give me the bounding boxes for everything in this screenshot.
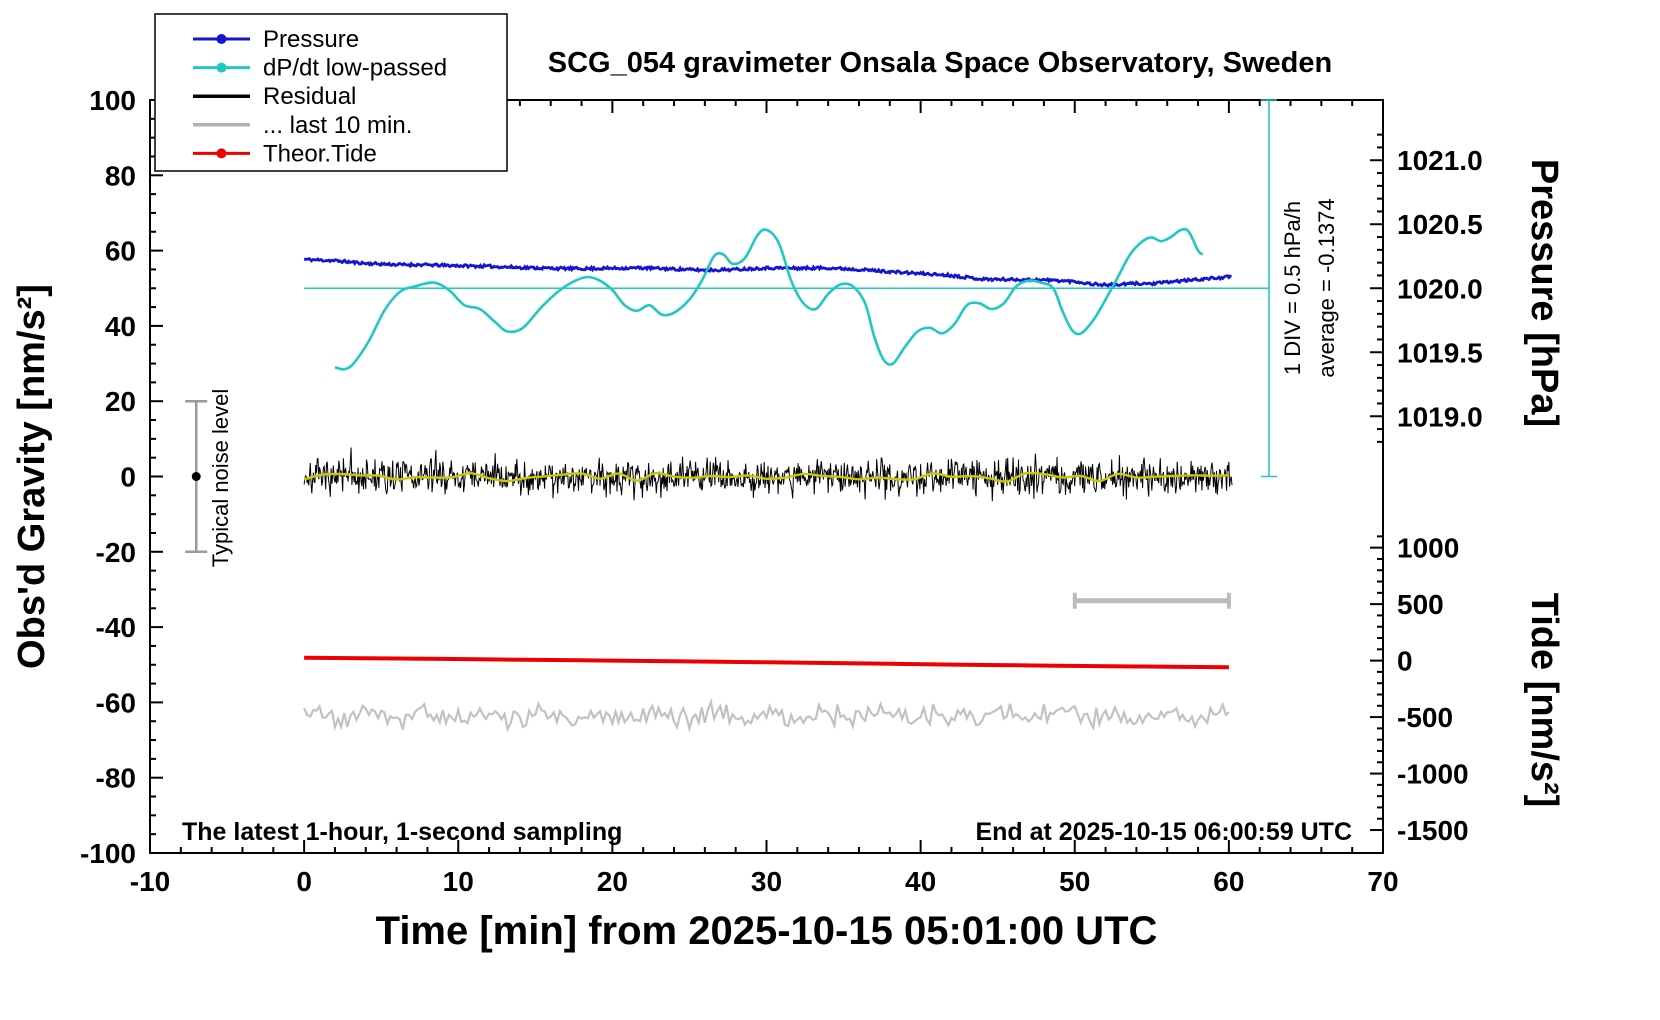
x-tick-label: 50 — [1059, 866, 1090, 897]
plot-text: -10 0 10 20 30 40 50 60 70-100-80-60-40-20020406… — [11, 47, 1565, 953]
pressure-series — [304, 256, 1233, 288]
y-tick-label: -100 — [80, 838, 136, 869]
pressure-tick-label: 1020.5 — [1397, 209, 1483, 240]
reference-marks — [185, 99, 1277, 609]
legend-item-dp-dt-low-passed: dP/dt low-passed — [193, 55, 447, 82]
tide-tick-label: 0 — [1397, 646, 1413, 677]
pressure-axis-label: Pressure [hPa] — [1523, 159, 1565, 427]
y-ticks — [150, 99, 163, 854]
legend-label: dP/dt low-passed — [263, 55, 447, 82]
x-tick-label: 30 — [751, 866, 782, 897]
y-tick-label: 100 — [89, 85, 136, 116]
pressure-tick-label: 1019.5 — [1397, 337, 1483, 368]
x-tick-label: 40 — [905, 866, 936, 897]
x-axis-label: Time [min] from 2025-10-15 05:01:00 UTC — [376, 909, 1158, 953]
noise-level-dot — [191, 472, 201, 481]
y-tick-label: -40 — [96, 612, 136, 643]
legend-item--last-10-min-: ... last 10 min. — [193, 112, 412, 139]
dpdt-series — [334, 227, 1204, 371]
pressure-ticks — [1370, 133, 1383, 443]
pressure-tick-label: 1020.0 — [1397, 273, 1483, 304]
tide-tick-labels: 1000 500 0 -500 -1000 -1500 — [1397, 533, 1469, 846]
tide-axis-label: Tide [nm/s²] — [1523, 593, 1565, 808]
pressure-tick-label: 1021.0 — [1397, 145, 1483, 176]
x-tick-label: 10 — [443, 866, 474, 897]
y-tick-label: 40 — [105, 311, 136, 342]
pressure-tick-label: 1019.0 — [1397, 401, 1483, 432]
noise-level-label: Typical noise level — [208, 389, 233, 568]
y-tick-label: 60 — [105, 236, 136, 267]
pressure-tick-labels: 1021.0 1020.5 1020.0 1019.5 1019.0 — [1397, 145, 1483, 432]
dpdt-scale-bar — [1260, 99, 1277, 478]
residual-lowpassed-series — [303, 471, 1229, 483]
tide-tick-label: 500 — [1397, 589, 1444, 620]
sampling-note: The latest 1-hour, 1-second sampling — [182, 818, 622, 846]
x-tick-label: 0 — [296, 866, 312, 897]
tide-tick-label: -500 — [1397, 702, 1453, 733]
tide-ticks — [1370, 535, 1383, 832]
div-scale-label: 1 DIV = 0.5 hPa/h — [1280, 201, 1305, 375]
y-tick-label: 0 — [120, 462, 136, 493]
tide-tick-label: 1000 — [1397, 533, 1459, 564]
legend-label: ... last 10 min. — [263, 112, 412, 139]
legend-label: Residual — [263, 83, 356, 110]
y-tick-label: -80 — [96, 763, 136, 794]
legend-dot — [216, 62, 227, 73]
y-left-axis-label: Obs'd Gravity [nm/s²] — [11, 284, 53, 669]
legend-label: Pressure — [263, 26, 359, 53]
x-tick-labels: -10 0 10 20 30 40 50 60 70 — [130, 866, 1399, 897]
tide-series — [304, 655, 1229, 670]
legend-item-residual: Residual — [193, 83, 356, 110]
chart-title: SCG_054 gravimeter Onsala Space Observat… — [548, 47, 1332, 79]
y-tick-label: 80 — [105, 160, 136, 191]
average-label: average = -0.1374 — [1314, 198, 1339, 377]
legend-label: Theor.Tide — [263, 140, 377, 167]
last10-window-bar — [1072, 592, 1231, 609]
tide-tick-label: -1000 — [1397, 759, 1469, 790]
legend-item-theor-tide: Theor.Tide — [193, 140, 377, 167]
x-tick-label: 70 — [1367, 866, 1398, 897]
y-tick-label: -60 — [96, 687, 136, 718]
residual-series — [303, 447, 1233, 502]
x-tick-label: 60 — [1213, 866, 1244, 897]
y-tick-label: 20 — [105, 386, 136, 417]
end-time-note: End at 2025-10-15 06:00:59 UTC — [975, 818, 1352, 846]
y-tick-label: -20 — [96, 537, 136, 568]
plot-series — [303, 227, 1233, 733]
x-tick-label: 20 — [597, 866, 628, 897]
last10-series — [303, 698, 1230, 733]
y-tick-labels: -100 -80 -60 -40 -20 0 20 40 60 80 100 — [80, 85, 136, 869]
legend-dot — [216, 148, 227, 159]
legend-dot — [216, 34, 227, 44]
tide-tick-label: -1500 — [1397, 815, 1469, 846]
legend-item-pressure: Pressure — [193, 26, 359, 53]
x-tick-label: -10 — [130, 866, 170, 897]
